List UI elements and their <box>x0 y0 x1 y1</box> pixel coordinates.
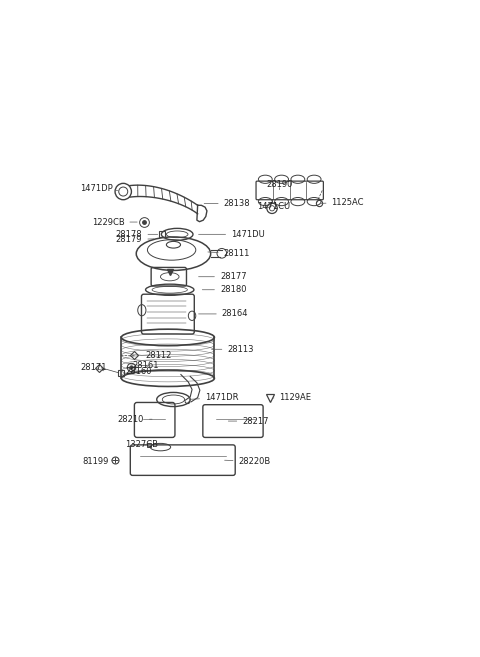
Text: 28190: 28190 <box>266 180 293 190</box>
Text: 28111: 28111 <box>208 249 250 258</box>
Text: 28113: 28113 <box>212 345 254 353</box>
Text: 28180: 28180 <box>202 285 246 294</box>
Text: 28171: 28171 <box>81 363 107 373</box>
Text: 1471DR: 1471DR <box>189 393 239 402</box>
Text: 1327CB: 1327CB <box>125 440 158 449</box>
Text: 1125AC: 1125AC <box>321 198 364 207</box>
Text: 28138: 28138 <box>204 199 250 208</box>
Text: 28217: 28217 <box>228 417 269 426</box>
Text: 28161: 28161 <box>132 361 159 370</box>
Text: 1471CU: 1471CU <box>257 202 290 210</box>
Text: 1129AE: 1129AE <box>273 393 312 402</box>
Text: 81199: 81199 <box>83 457 112 466</box>
Text: 1471DP: 1471DP <box>81 184 118 193</box>
Text: 28178: 28178 <box>116 230 157 239</box>
Text: 28164: 28164 <box>199 309 248 319</box>
Text: 28179: 28179 <box>116 235 154 244</box>
Text: 28112: 28112 <box>145 351 172 361</box>
Text: 28210: 28210 <box>118 415 152 424</box>
Text: 28177: 28177 <box>199 272 247 281</box>
Text: 28160: 28160 <box>125 367 152 376</box>
Text: 1471DU: 1471DU <box>199 230 265 239</box>
Text: 1229CB: 1229CB <box>92 217 137 227</box>
Text: 28220B: 28220B <box>225 457 271 466</box>
